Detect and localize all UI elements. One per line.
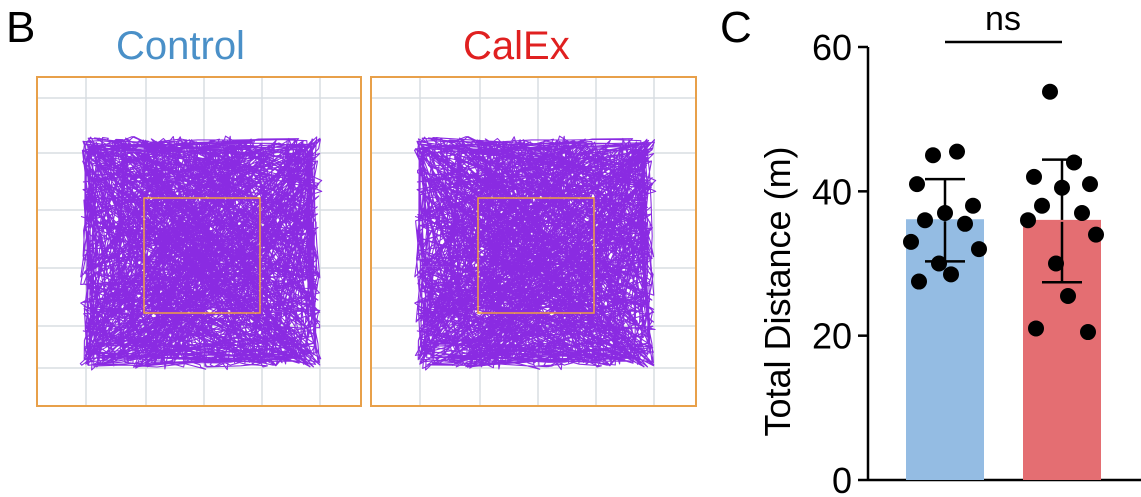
data-point: [943, 266, 959, 283]
data-point: [917, 212, 933, 229]
data-point: [903, 233, 919, 250]
y-tick-label: 0: [832, 460, 852, 497]
data-point: [1080, 324, 1096, 341]
significance-label: ns: [985, 0, 1021, 38]
data-point: [1066, 154, 1082, 171]
center-zone: [477, 197, 595, 314]
arena-control: [36, 76, 362, 407]
data-point: [931, 255, 947, 272]
y-tick-label: 20: [812, 316, 852, 357]
movement-track: [79, 135, 323, 371]
movement-track: [413, 135, 657, 371]
y-axis-label: Total Distance (m): [757, 146, 798, 436]
data-point: [909, 176, 925, 193]
data-point: [911, 273, 927, 290]
data-point: [971, 241, 987, 258]
data-point: [949, 143, 965, 160]
arena-calex: [370, 76, 697, 407]
data-point: [965, 197, 981, 214]
data-point: [1020, 212, 1036, 229]
data-point: [1074, 204, 1090, 221]
data-point: [1060, 287, 1076, 304]
y-tick-label: 40: [812, 171, 852, 212]
data-point: [1048, 255, 1064, 272]
data-point: [1054, 179, 1070, 196]
calex-title: CalEx: [463, 24, 570, 68]
data-point: [1026, 168, 1042, 185]
data-point: [1042, 83, 1058, 100]
control-title: Control: [116, 24, 245, 68]
panel-c-letter: C: [720, 3, 752, 52]
y-tick-label: 60: [812, 27, 852, 68]
data-point: [937, 204, 953, 221]
data-point: [957, 215, 973, 232]
arena-control-svg: [38, 78, 360, 405]
panel-b-letter: B: [6, 3, 36, 52]
data-point: [1082, 176, 1098, 193]
data-point: [925, 147, 941, 164]
arena-calex-svg: [372, 78, 695, 405]
data-point: [1088, 226, 1104, 243]
center-zone: [143, 197, 261, 314]
data-point: [1028, 320, 1044, 337]
data-point: [1034, 197, 1050, 214]
